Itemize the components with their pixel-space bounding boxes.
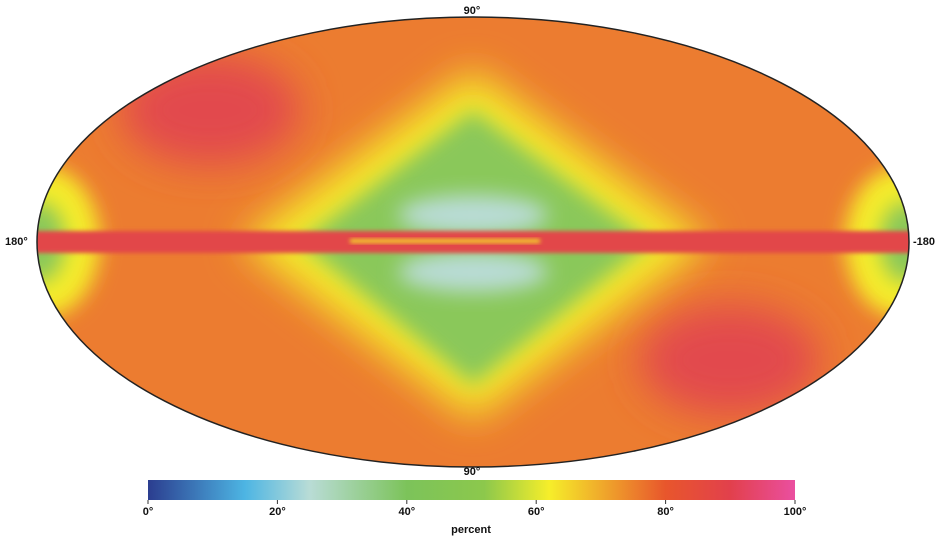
colorbar-tick-label: 0° <box>143 506 154 518</box>
bottom-label: 90° <box>464 466 481 478</box>
colorbar <box>148 480 795 500</box>
map <box>37 17 909 467</box>
colorbar-tick-label: 20° <box>269 506 286 518</box>
right-label: -180 <box>913 236 935 248</box>
colorbar-label: percent <box>451 524 491 536</box>
colorbar-tick-label: 100° <box>784 506 807 518</box>
colorbar-tick-label: 40° <box>398 506 415 518</box>
colorbar-tick-label: 80° <box>657 506 674 518</box>
colorbar-tick-label: 60° <box>528 506 545 518</box>
map-outline <box>36 16 910 468</box>
top-label: 90° <box>464 5 481 17</box>
left-label: 180° <box>5 236 28 248</box>
